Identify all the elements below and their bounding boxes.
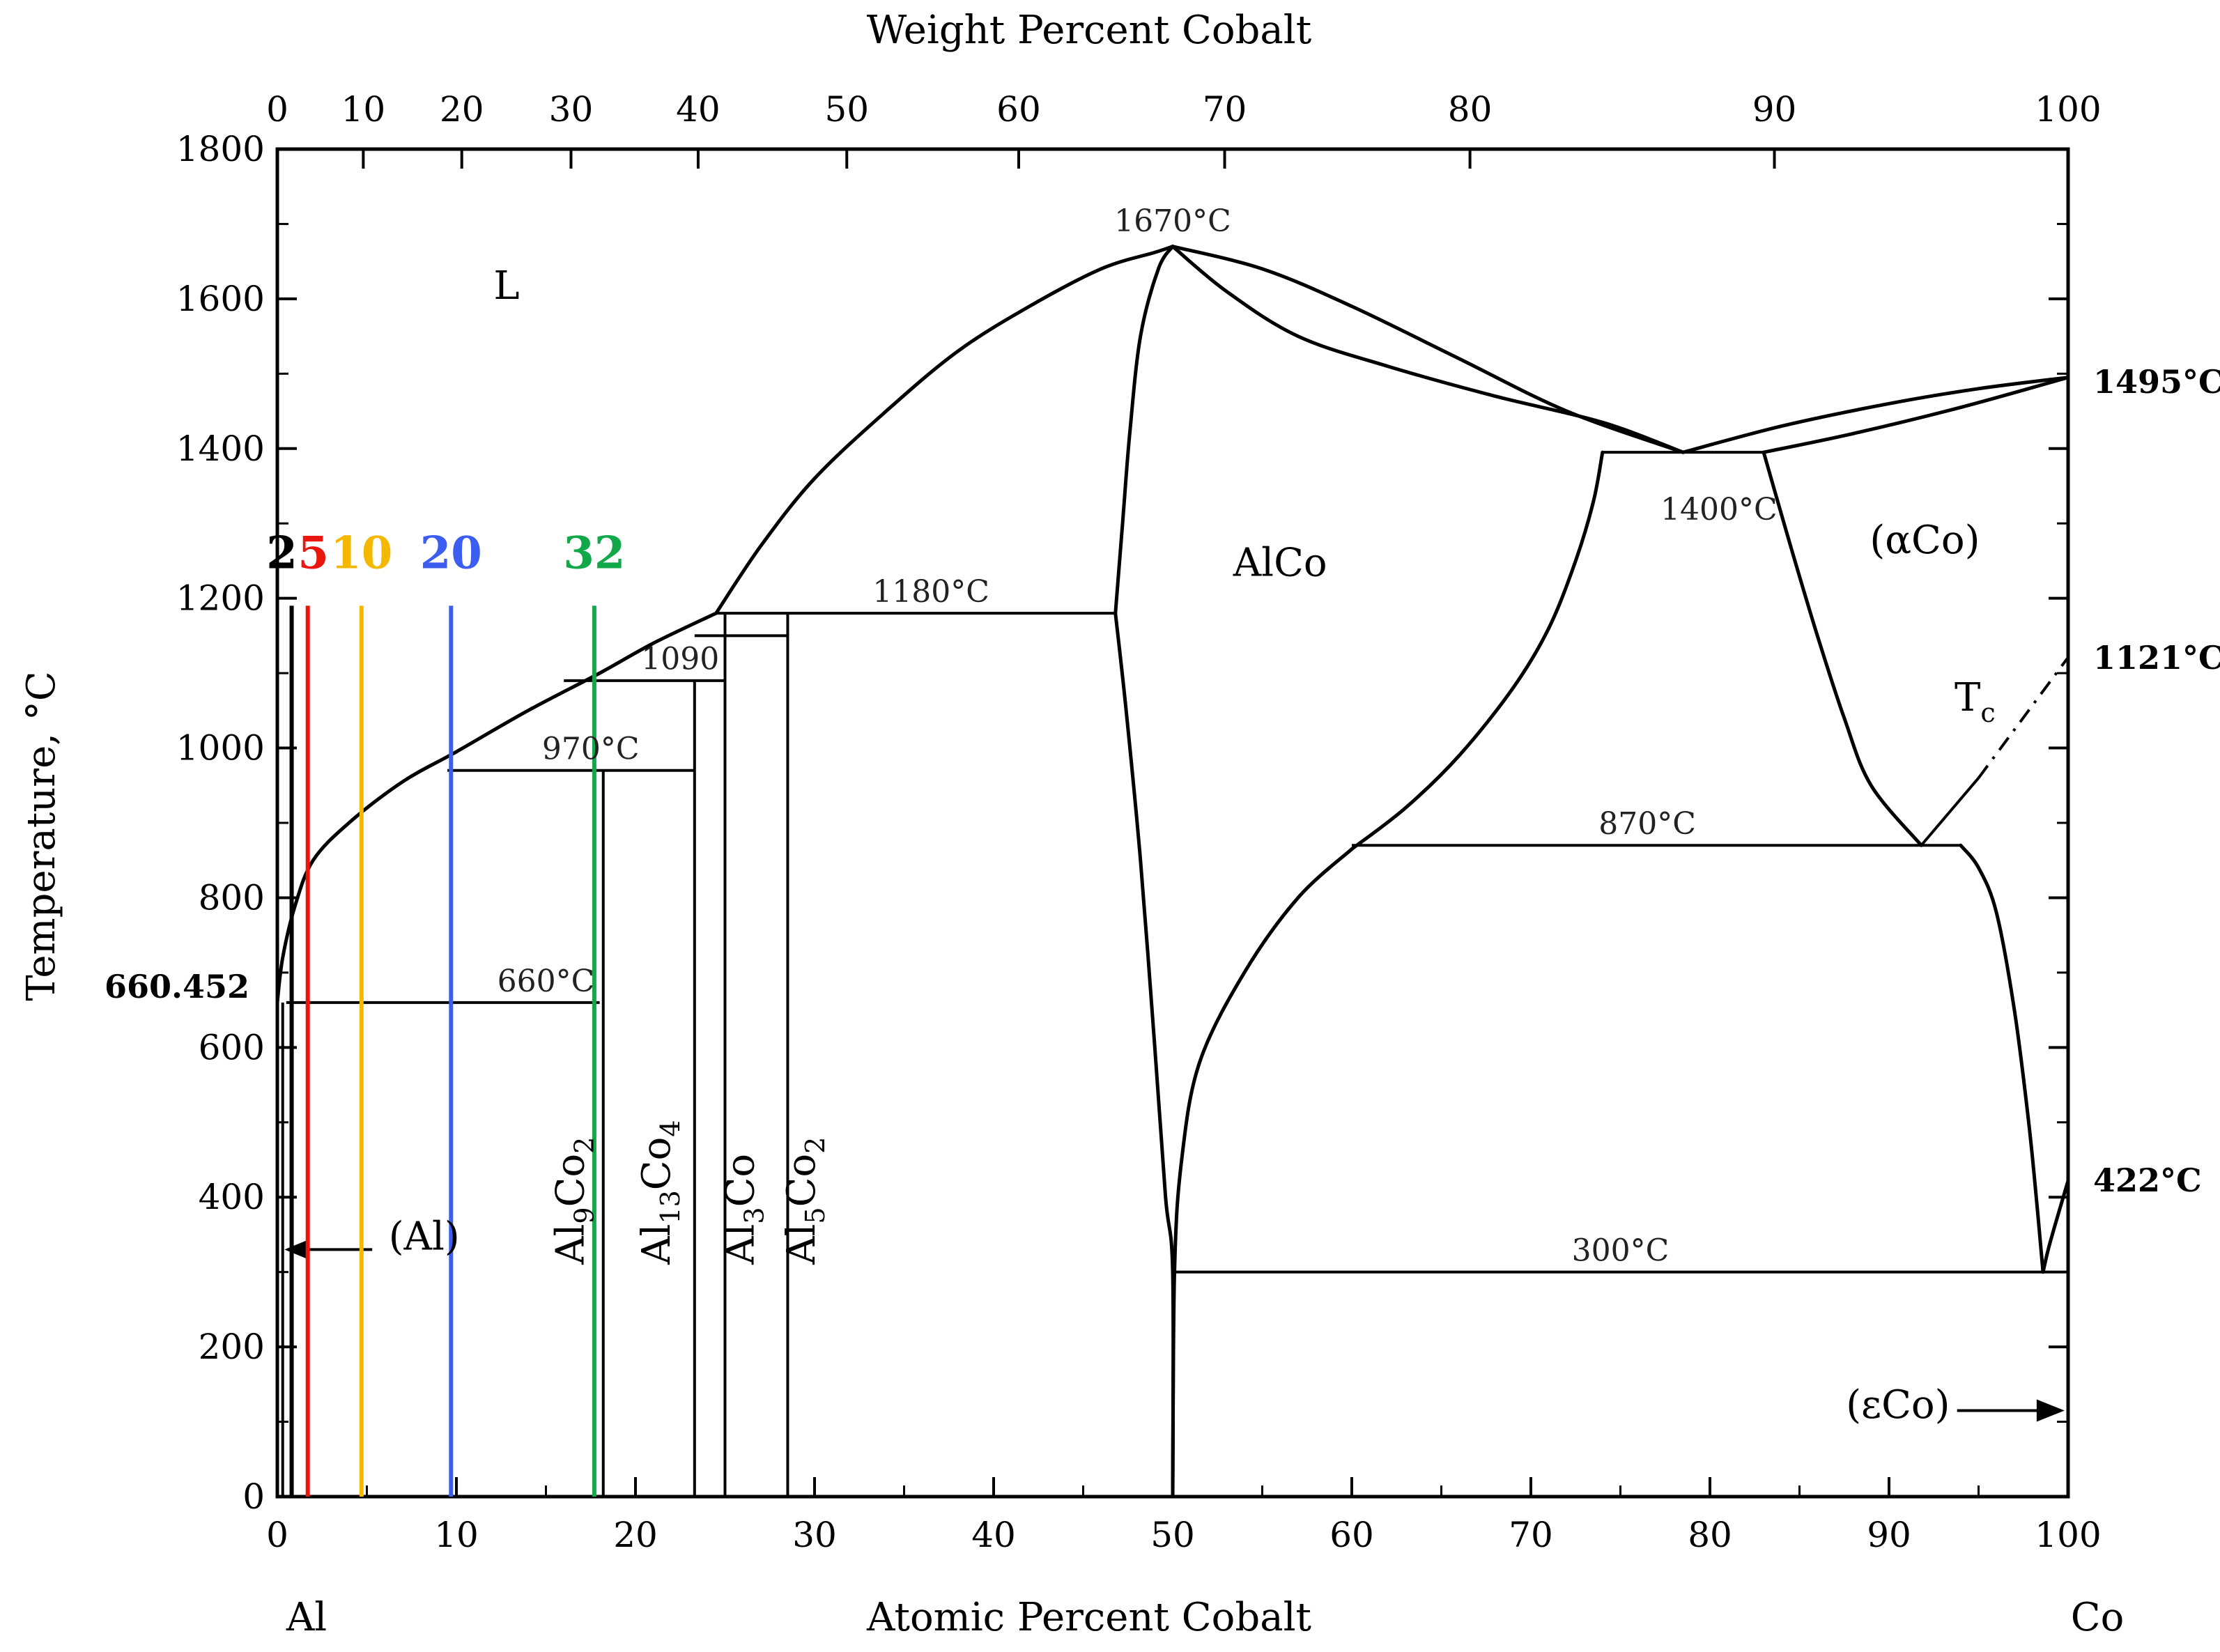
x-tick-label: 90 (1867, 1515, 1911, 1555)
temperature-label: 1400°C (1660, 492, 1778, 527)
compound-label: Al3Co (718, 1154, 770, 1265)
co-curie-label: 1121°C (2093, 639, 2220, 677)
temperature-label: 300°C (1572, 1233, 1670, 1269)
axis-ticks: 0 10 20 30 40 50 60 70 80 90 1000 10 20 30 40 50 60 70 80 9… (176, 89, 2102, 1555)
marker-label: 5 (298, 527, 329, 580)
compound-label: Al13Co4 (634, 1120, 686, 1265)
top-tick-label: 60 (996, 89, 1041, 130)
x-tick-label: 0 (266, 1515, 288, 1555)
temperature-label: 870°C (1598, 806, 1696, 842)
top-tick-label: 70 (1203, 89, 1247, 130)
y-tick-label: 1400 (176, 429, 265, 469)
y-tick-label: 1000 (176, 728, 265, 769)
y-tick-label: 400 (199, 1177, 265, 1217)
temperature-label: 660°C (498, 964, 595, 999)
y-tick-label: 600 (199, 1027, 265, 1067)
x-tick-label: 10 (434, 1515, 479, 1555)
marker-label: 2 (266, 527, 298, 580)
phase-label: (αCo) (1870, 518, 1980, 563)
compound-label: Al5Co2 (779, 1137, 831, 1265)
boundary-alco-right-upper (1350, 450, 1605, 851)
marker-label: 32 (563, 527, 625, 580)
al-melting-label: 660.452 (105, 968, 249, 1005)
y-tick-label: 0 (242, 1476, 265, 1517)
top-tick-label: 20 (440, 89, 484, 130)
top-tick-label: 40 (676, 89, 720, 130)
x-tick-label: 50 (1150, 1515, 1195, 1555)
phase-label: L (493, 263, 519, 309)
labels: 1670°C 1400°C 1180°C 1090 970°C 870°C 660°C 300… (389, 203, 1996, 1428)
boundary-liquidus-co-side (1681, 376, 2070, 454)
x-tick-label: 30 (792, 1515, 837, 1555)
y-tick-label: 1200 (176, 578, 265, 619)
y-tick-label: 1800 (176, 129, 265, 169)
y-tick-label: 800 (199, 877, 265, 918)
temperature-label: 1090 (641, 642, 719, 677)
left-element-label: Al (286, 1595, 327, 1640)
boundary-liquidus-right-upper (1171, 245, 1685, 454)
boundary-tc-curve (1920, 777, 1980, 847)
x-tick-label: 80 (1688, 1515, 1732, 1555)
x-tick-label: 100 (2035, 1515, 2101, 1555)
x-tick-label: 20 (613, 1515, 658, 1555)
boundary-solidus-right-upper (1171, 245, 1685, 454)
phase-label: AlCo (1233, 540, 1327, 585)
co-melting-label: 1495°C (2093, 363, 2220, 401)
boundary-alco-right-lower (1171, 847, 1354, 1499)
x-tick-label: 70 (1509, 1515, 1553, 1555)
marker-label: 10 (330, 527, 392, 580)
co-allotropic-label: 422°C (2093, 1161, 2202, 1199)
eco-arrow-head (2036, 1399, 2065, 1422)
phase-label: (Al) (389, 1214, 460, 1259)
phase-boundaries (275, 245, 2070, 1499)
composition-markers: 2 5 10 20 32 (266, 527, 625, 1497)
boundary-liquidus-dome (714, 245, 1175, 615)
x-tick-label: 40 (971, 1515, 1016, 1555)
x-tick-label: 60 (1329, 1515, 1374, 1555)
boundary-aco-left (1762, 450, 1923, 847)
boundary-eco-line (2041, 1179, 2070, 1274)
temperature-label: 1180°C (872, 574, 989, 610)
compound-label: Al9Co2 (548, 1137, 599, 1265)
temperature-label: 1670°C (1114, 203, 1231, 239)
temperature-label: 970°C (542, 732, 640, 767)
top-axis-title: Weight Percent Cobalt (867, 8, 1312, 53)
phase-label: (εCo) (1846, 1382, 1950, 1428)
right-element-label: Co (2071, 1595, 2125, 1640)
al-arrow-head (284, 1240, 309, 1260)
boundary-alco-left (1113, 245, 1175, 615)
top-tick-label: 50 (824, 89, 869, 130)
top-tick-label: 80 (1448, 89, 1493, 130)
y-tick-label: 1600 (176, 279, 265, 319)
top-tick-label: 0 (266, 89, 288, 130)
boundary-aco-right-lower (1959, 843, 2045, 1274)
top-tick-label: 100 (2035, 89, 2101, 130)
curie-temperature-label: Tc (1955, 675, 1996, 728)
marker-label: 20 (420, 527, 482, 580)
y-tick-label: 200 (199, 1327, 265, 1367)
boundary-solidus-co-side (1762, 376, 2070, 454)
bottom-axis-title: Atomic Percent Cobalt (866, 1595, 1312, 1640)
boundary-tc-dashed (1977, 656, 2069, 779)
top-tick-label: 10 (341, 89, 386, 130)
boundary-alco-left-lower (1113, 611, 1175, 1499)
top-tick-label: 30 (549, 89, 594, 130)
top-tick-label: 90 (1752, 89, 1797, 130)
y-axis-title: Temperature, °C (19, 671, 64, 1001)
